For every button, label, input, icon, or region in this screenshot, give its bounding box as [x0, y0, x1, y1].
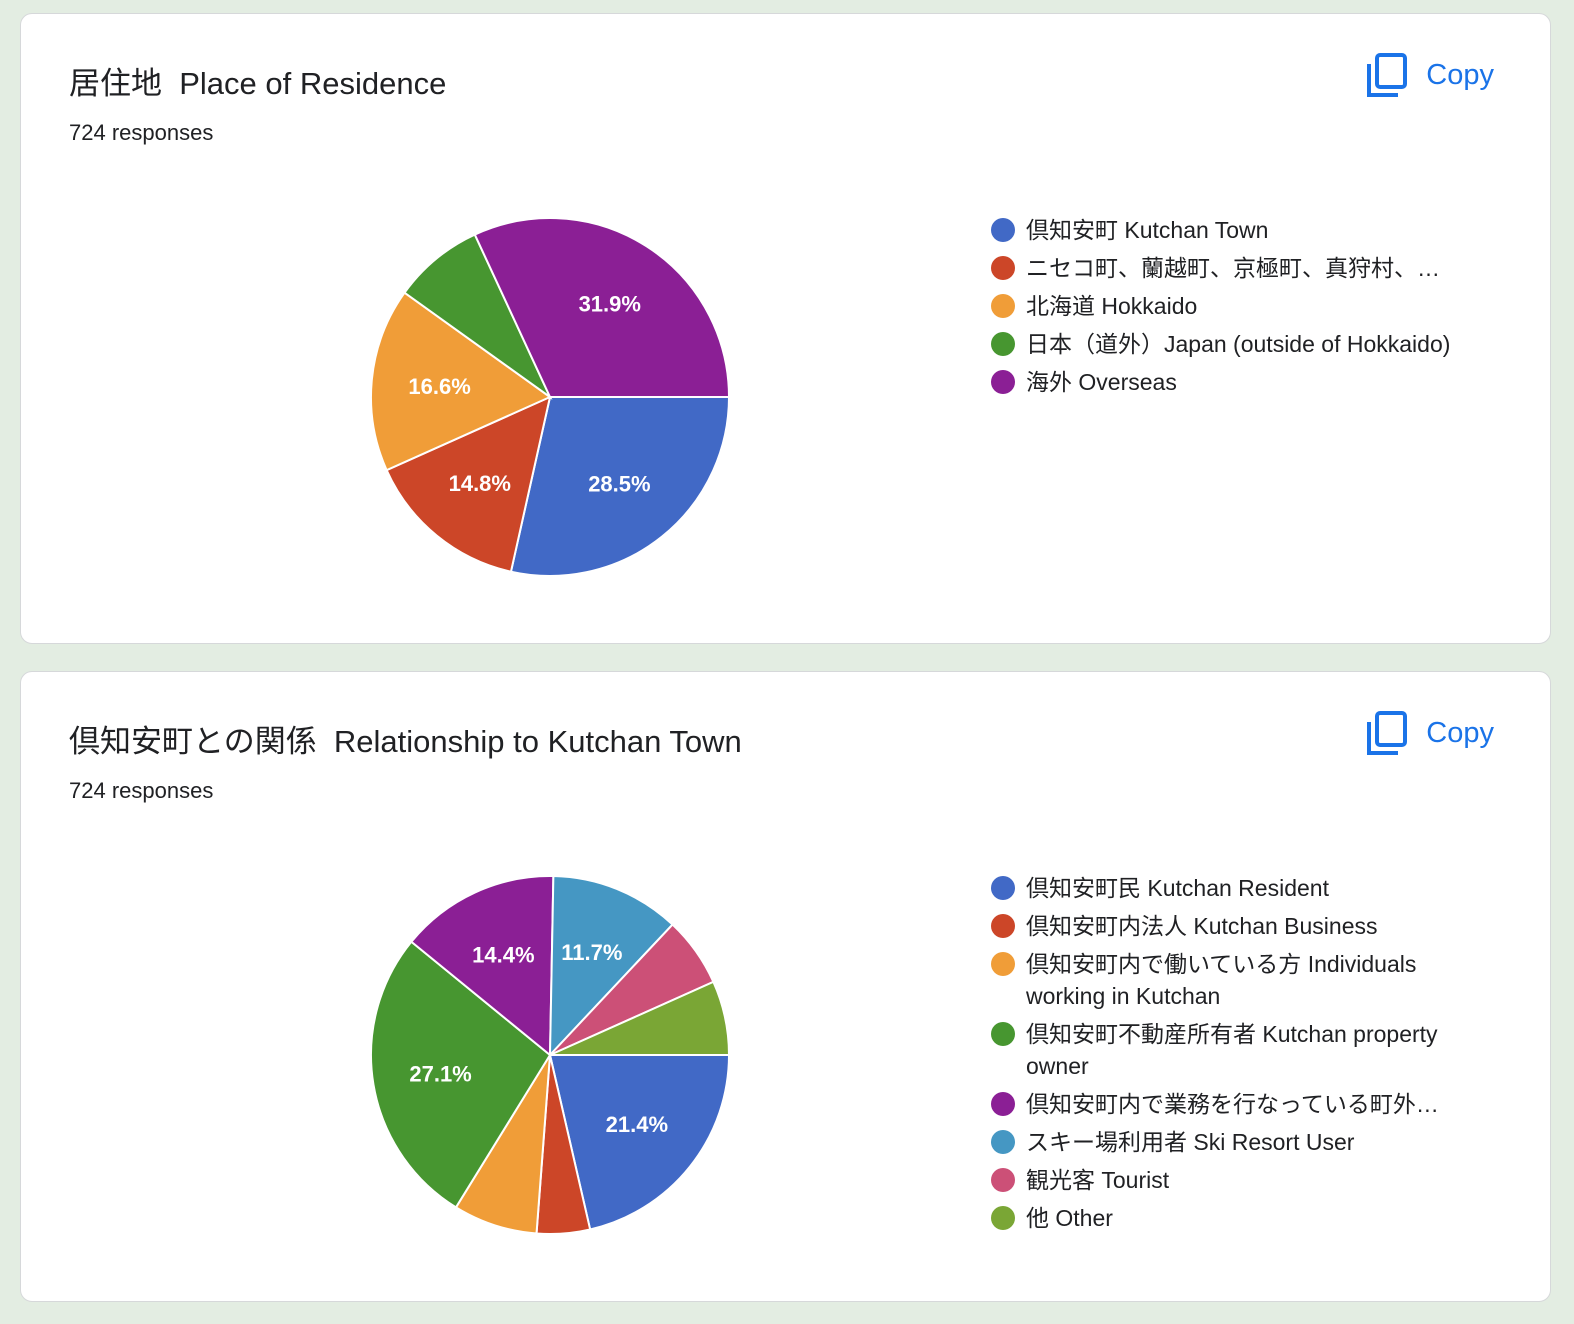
copy-icon	[1367, 53, 1408, 97]
legend-dot-icon	[991, 218, 1015, 242]
legend-dot-icon	[991, 294, 1015, 318]
legend-dot-icon	[991, 1130, 1015, 1154]
copy-label: Copy	[1426, 58, 1494, 91]
slice-label: 14.8%	[449, 471, 511, 496]
legend-item[interactable]: スキー場利用者 Ski Resort User	[991, 1126, 1471, 1158]
legend-label: 倶知安町 Kutchan Town	[1026, 217, 1269, 243]
pie-slice[interactable]	[370, 940, 552, 1209]
legend-dot-icon	[991, 952, 1015, 976]
legend-label: 海外 Overseas	[1026, 369, 1177, 395]
legend-label: 日本（道外）Japan (outside of Hokkaido)	[1026, 331, 1451, 357]
legend-dot-icon	[991, 1022, 1015, 1046]
legend: 倶知安町民 Kutchan Resident 倶知安町内法人 Kutchan Bu…	[991, 872, 1471, 1240]
legend-item[interactable]: 日本（道外）Japan (outside of Hokkaido)	[991, 328, 1471, 360]
copy-button[interactable]: Copy	[1366, 710, 1494, 756]
legend-item[interactable]: 海外 Overseas	[991, 366, 1471, 398]
slice-label: 31.9%	[579, 291, 641, 316]
slice-label: 16.6%	[408, 374, 470, 399]
pie-slice[interactable]	[548, 875, 674, 1058]
legend-item[interactable]: 倶知安町不動産所有者 Kutchan property owner	[991, 1018, 1471, 1082]
copy-icon	[1367, 711, 1408, 755]
legend-label: 他 Other	[1026, 1205, 1113, 1231]
slice-label: 28.5%	[588, 472, 650, 497]
slice-label: 14.4%	[472, 942, 534, 967]
legend-dot-icon	[991, 1092, 1015, 1116]
slice-label: 21.4%	[606, 1112, 668, 1137]
chart-card-relationship: 倶知安町との関係 Relationship to Kutchan Town 72…	[20, 671, 1551, 1302]
legend-item[interactable]: 観光客 Tourist	[991, 1164, 1471, 1196]
legend-item[interactable]: 倶知安町内法人 Kutchan Business	[991, 910, 1471, 942]
legend-label: 観光客 Tourist	[1026, 1167, 1170, 1193]
response-count: 724 responses	[69, 778, 214, 803]
pie-slice[interactable]	[509, 396, 730, 577]
copy-label: Copy	[1426, 716, 1494, 749]
legend-item[interactable]: 倶知安町内で業務を行なっている町外…	[991, 1088, 1471, 1120]
legend-dot-icon	[991, 1206, 1015, 1230]
card-title: 倶知安町との関係 Relationship to Kutchan Town	[69, 724, 742, 759]
pie-slice[interactable]	[409, 875, 555, 1058]
legend-item[interactable]: 倶知安町 Kutchan Town	[991, 214, 1471, 246]
legend-item[interactable]: ニセコ町、蘭越町、京極町、真狩村、…	[991, 252, 1471, 284]
response-count: 724 responses	[69, 120, 214, 145]
pie-chart[interactable]: 28.5% 14.8% 16.6% 31.9%	[370, 217, 730, 577]
card-title: 居住地 Place of Residence	[69, 66, 447, 101]
legend-label: 倶知安町内で働いている方 Individuals working in Kutc…	[1026, 951, 1417, 1009]
legend-item[interactable]: 北海道 Hokkaido	[991, 290, 1471, 322]
slice-label: 11.7%	[561, 940, 622, 965]
legend-item[interactable]: 他 Other	[991, 1202, 1471, 1234]
copy-button[interactable]: Copy	[1366, 52, 1494, 98]
legend-dot-icon	[991, 332, 1015, 356]
legend-label: ニセコ町、蘭越町、京極町、真狩村、…	[1026, 255, 1440, 281]
pie-slice[interactable]	[549, 980, 730, 1056]
legend-item[interactable]: 倶知安町民 Kutchan Resident	[991, 872, 1471, 904]
legend-dot-icon	[991, 370, 1015, 394]
pie-slice[interactable]	[370, 291, 552, 472]
legend-dot-icon	[991, 1168, 1015, 1192]
pie-slice[interactable]	[548, 1054, 730, 1231]
chart-card-residence: 居住地 Place of Residence 724 responses Cop…	[20, 13, 1551, 644]
legend-label: 倶知安町民 Kutchan Resident	[1026, 875, 1329, 901]
legend-label: 倶知安町不動産所有者 Kutchan property owner	[1026, 1021, 1438, 1079]
legend-dot-icon	[991, 256, 1015, 280]
legend-dot-icon	[991, 914, 1015, 938]
legend-label: 倶知安町内法人 Kutchan Business	[1026, 913, 1378, 939]
legend-label: スキー場利用者 Ski Resort User	[1026, 1129, 1355, 1155]
slice-label: 27.1%	[409, 1061, 471, 1086]
legend-item[interactable]: 倶知安町内で働いている方 Individuals working in Kutc…	[991, 948, 1471, 1012]
legend-label: 北海道 Hokkaido	[1026, 293, 1198, 319]
pie-slice[interactable]	[385, 395, 552, 573]
pie-chart[interactable]: 21.4% 27.1% 14.4% 11.7%	[370, 875, 730, 1235]
pie-slice[interactable]	[403, 233, 553, 401]
legend: 倶知安町 Kutchan Town ニセコ町、蘭越町、京極町、真狩村、… 北海道 H…	[991, 214, 1471, 404]
pie-slice[interactable]	[473, 217, 730, 398]
legend-dot-icon	[991, 876, 1015, 900]
legend-label: 倶知安町内で業務を行なっている町外…	[1026, 1091, 1439, 1117]
